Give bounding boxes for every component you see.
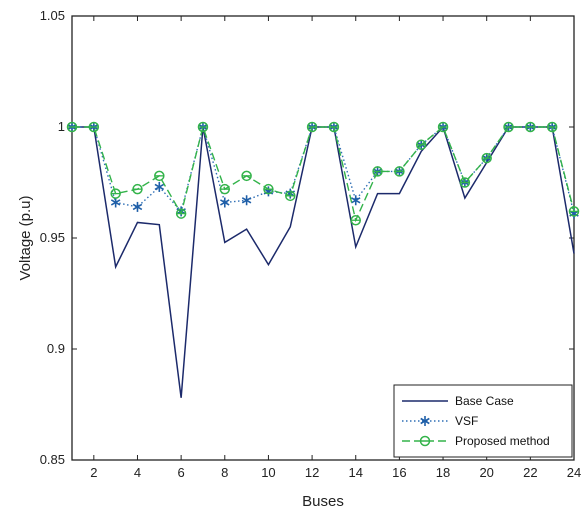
data-point-proposed	[110, 188, 121, 199]
y-axis-title: Voltage (p.u)	[17, 195, 34, 280]
data-point-proposed	[568, 206, 580, 217]
data-point-proposed	[350, 214, 361, 226]
data-point-proposed	[394, 166, 405, 177]
legend-label-proposed-method: Proposed method	[455, 434, 550, 448]
data-point-proposed	[459, 177, 471, 188]
data-point-proposed	[306, 121, 318, 133]
x-tick-label: 22	[523, 465, 537, 480]
data-point-proposed	[88, 121, 100, 133]
data-point-proposed	[546, 121, 558, 133]
y-tick-label: 1	[58, 119, 65, 134]
data-point-proposed	[503, 121, 514, 133]
data-point-vsf	[154, 181, 165, 192]
data-point-proposed	[481, 152, 492, 164]
x-tick-label: 12	[305, 465, 319, 480]
x-tick-label: 10	[261, 465, 275, 480]
x-tick-label: 24	[567, 465, 581, 480]
data-point-vsf	[220, 197, 230, 208]
data-point-proposed	[154, 170, 165, 182]
x-tick-label: 16	[392, 465, 406, 480]
data-point-proposed	[525, 121, 536, 133]
y-tick-label: 1.05	[40, 8, 65, 23]
legend: Base Case VSF Proposed method	[393, 384, 573, 458]
x-tick-label: 20	[479, 465, 493, 480]
data-point-proposed	[66, 121, 78, 133]
data-point-proposed	[197, 121, 209, 133]
series-2	[66, 121, 580, 226]
y-tick-label: 0.9	[47, 341, 65, 356]
data-point-proposed	[372, 166, 383, 177]
x-axis-title: Buses	[302, 493, 344, 510]
series-layer	[66, 121, 580, 398]
y-tick-label: 0.95	[40, 230, 65, 245]
data-point-vsf	[350, 195, 361, 206]
data-point-vsf	[132, 201, 143, 212]
data-point-proposed	[132, 183, 143, 195]
data-point-proposed	[415, 139, 427, 151]
data-point-proposed	[241, 170, 252, 182]
data-point-vsf	[110, 197, 121, 208]
data-point-proposed	[285, 190, 296, 202]
data-point-proposed	[437, 121, 449, 133]
x-tick-label: 8	[221, 465, 228, 480]
data-point-proposed	[175, 208, 187, 219]
x-tick-label: 4	[134, 465, 141, 480]
x-tick-label: 14	[349, 465, 363, 480]
data-point-proposed	[328, 121, 340, 133]
legend-marker-vsf	[420, 416, 430, 426]
legend-label-base-case: Base Case	[455, 394, 514, 408]
data-point-vsf	[241, 195, 252, 206]
data-point-proposed	[263, 183, 274, 195]
x-tick-label: 2	[90, 465, 97, 480]
legend-marker-proposed-method	[419, 435, 431, 447]
y-tick-label: 0.85	[40, 452, 65, 467]
legend-label-vsf: VSF	[455, 414, 478, 428]
x-tick-label: 18	[436, 465, 450, 480]
data-point-proposed	[219, 183, 231, 195]
x-tick-label: 6	[178, 465, 185, 480]
